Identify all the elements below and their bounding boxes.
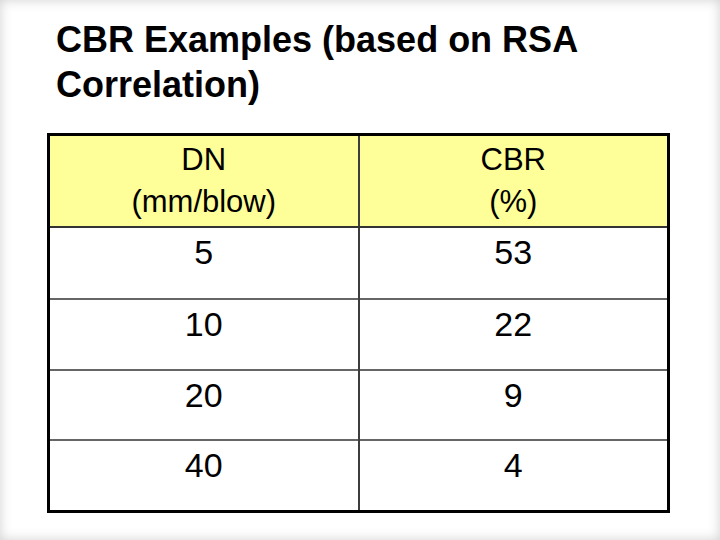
cell-cbr: 53 xyxy=(359,227,669,299)
slide-title: CBR Examples (based on RSA Correlation) xyxy=(56,17,648,107)
table-header-row: DN (mm/blow) CBR (%) xyxy=(49,135,669,227)
table-row: 20 9 xyxy=(49,370,669,440)
cell-dn: 20 xyxy=(49,370,359,440)
cell-dn: 5 xyxy=(49,227,359,299)
cell-cbr: 4 xyxy=(359,440,669,512)
column-header-cbr-line1: CBR xyxy=(360,139,668,181)
cell-dn: 40 xyxy=(49,440,359,512)
column-header-dn-line2: (mm/blow) xyxy=(50,181,358,223)
cell-cbr: 22 xyxy=(359,299,669,370)
cell-dn: 10 xyxy=(49,299,359,370)
cell-cbr: 9 xyxy=(359,370,669,440)
column-header-cbr-line2: (%) xyxy=(360,181,668,223)
cbr-correlation-table: DN (mm/blow) CBR (%) 5 53 10 22 20 9 xyxy=(47,133,670,513)
slide: CBR Examples (based on RSA Correlation) … xyxy=(0,0,720,540)
column-header-dn-line1: DN xyxy=(50,139,358,181)
table-row: 5 53 xyxy=(49,227,669,299)
table-row: 40 4 xyxy=(49,440,669,512)
table-row: 10 22 xyxy=(49,299,669,370)
column-header-dn: DN (mm/blow) xyxy=(49,135,359,227)
column-header-cbr: CBR (%) xyxy=(359,135,669,227)
